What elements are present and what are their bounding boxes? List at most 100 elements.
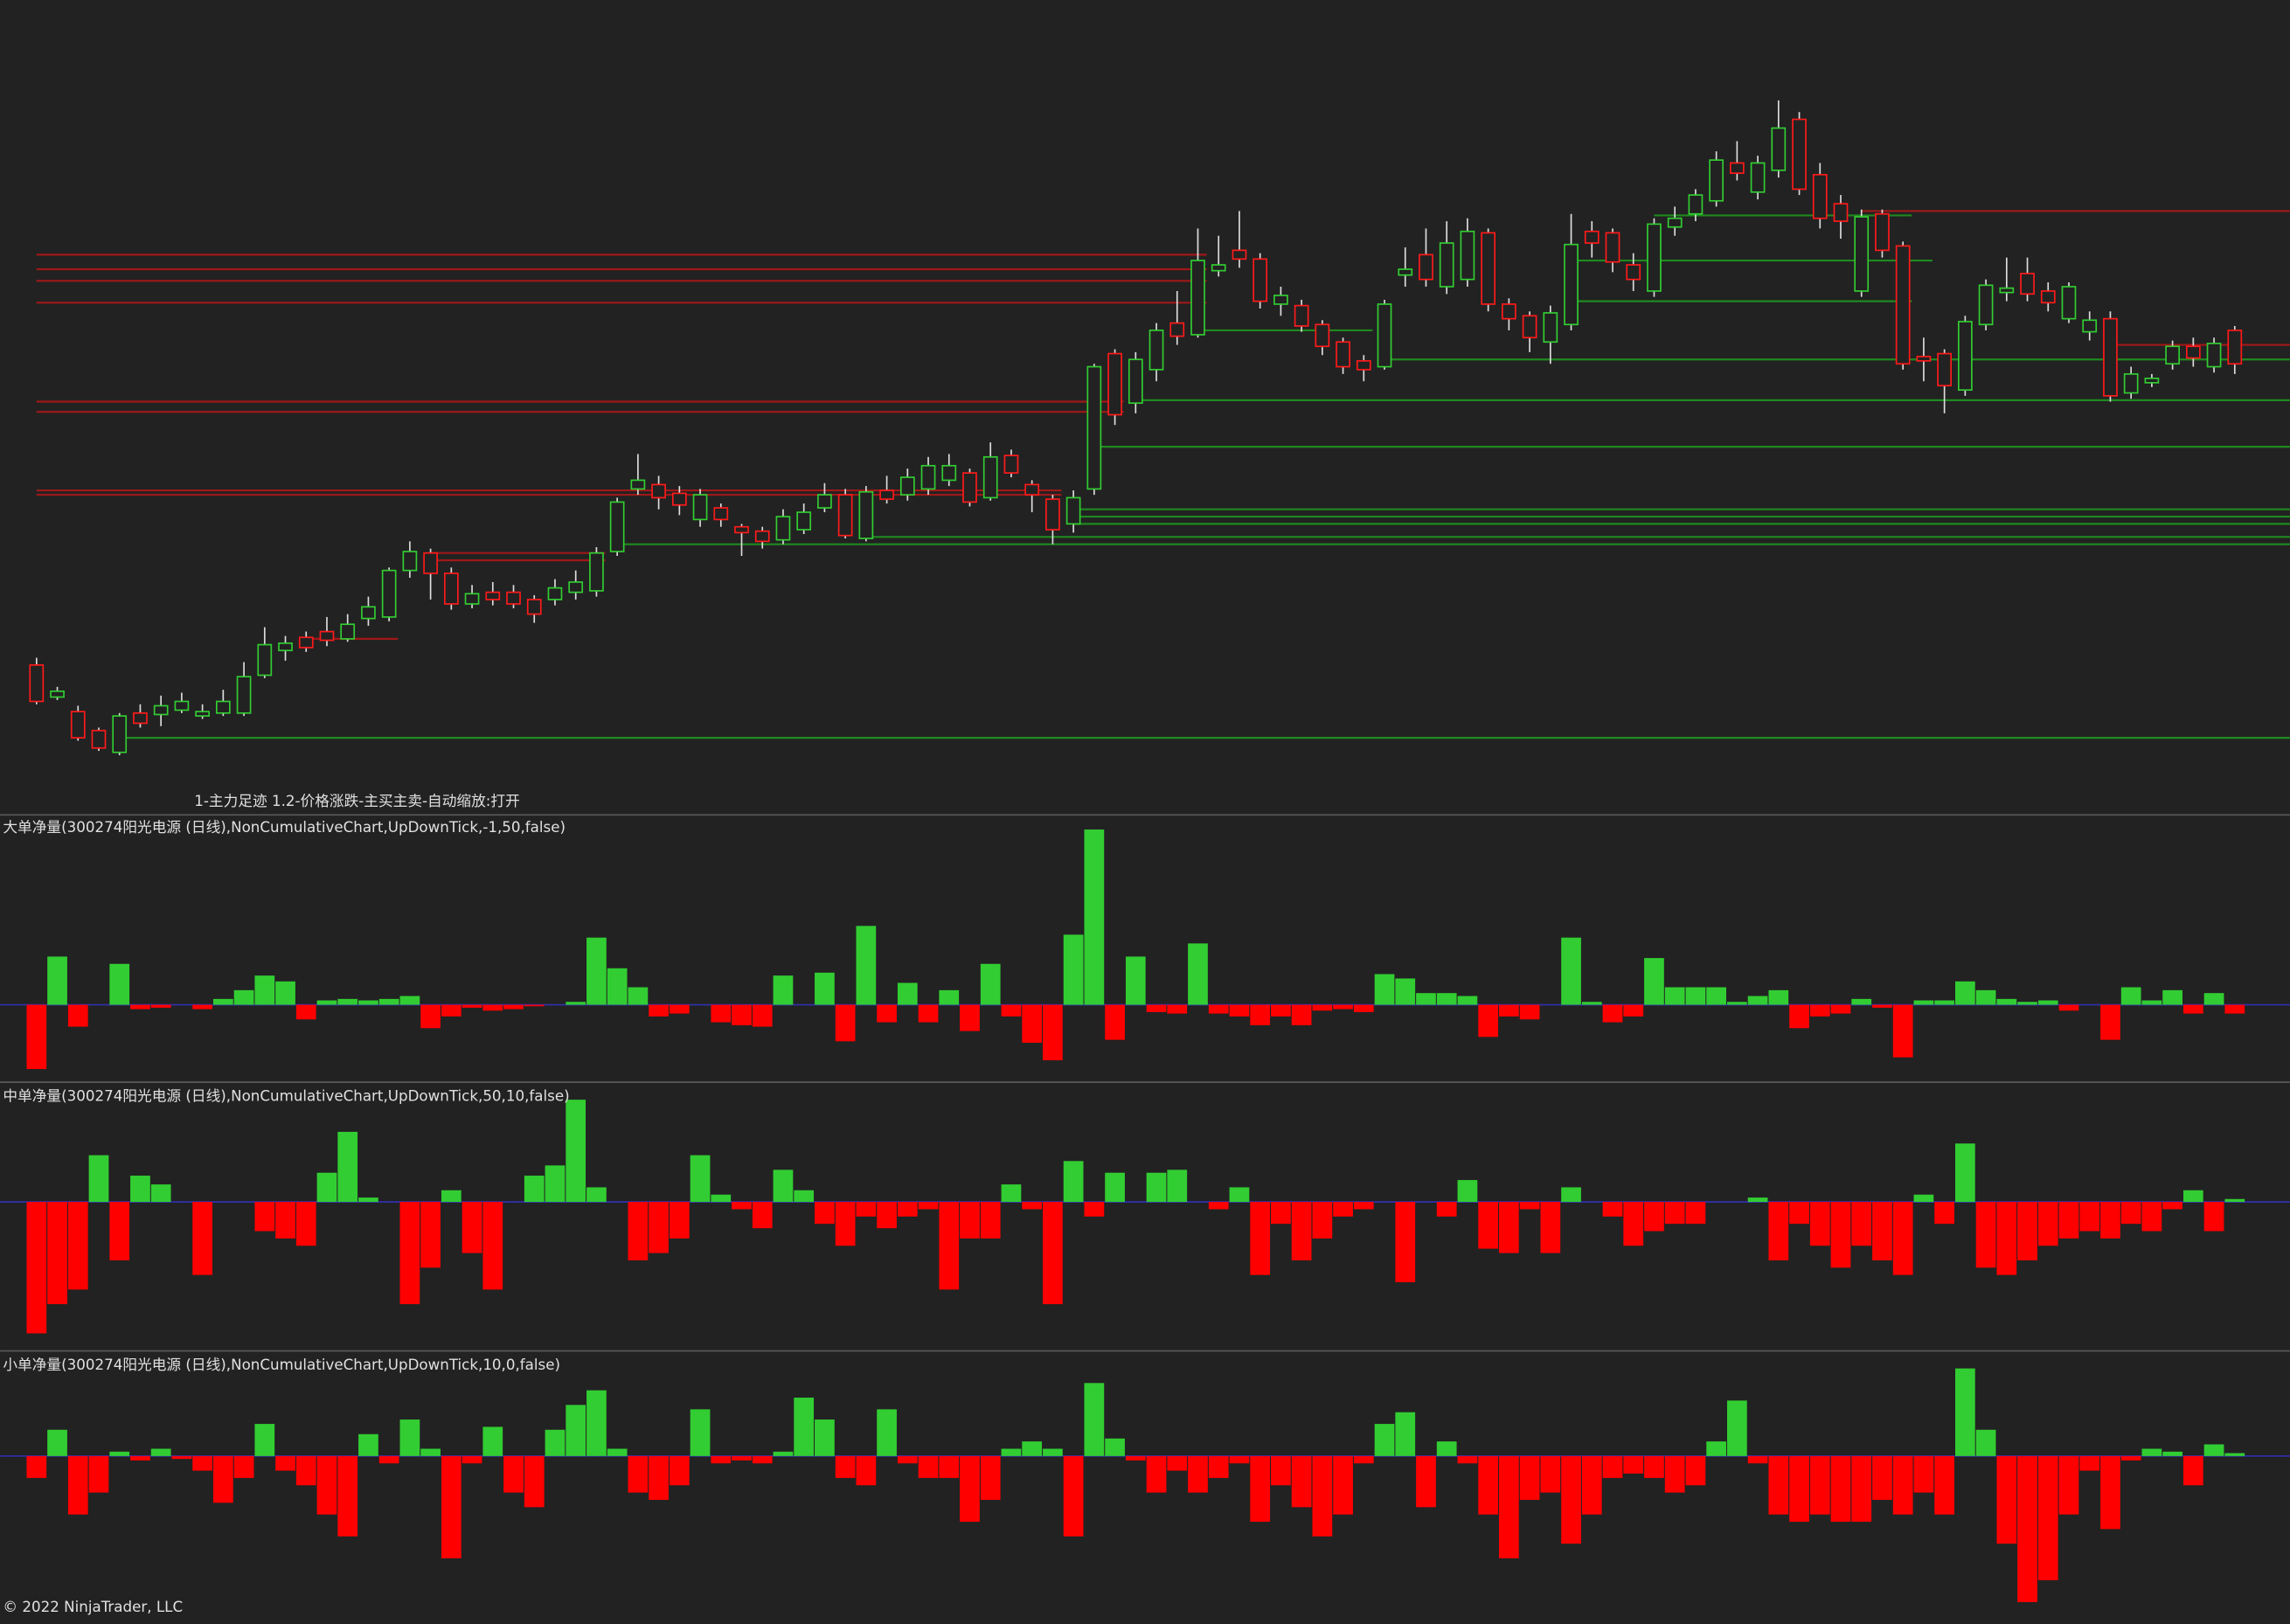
histogram-bar: [1333, 1202, 1353, 1217]
histogram-bar: [2037, 1000, 2058, 1005]
histogram-bar: [109, 1451, 130, 1456]
histogram-bar: [773, 975, 794, 1005]
histogram-bar: [26, 1455, 47, 1478]
candle-body: [464, 593, 480, 605]
histogram-bar: [1457, 996, 1478, 1005]
histogram-bar: [960, 1004, 980, 1031]
candle-body: [2144, 378, 2160, 384]
candle-body: [630, 479, 646, 490]
histogram-bar: [1913, 1455, 1934, 1493]
panel-title: 小单净量(300274阳光电源 (日线),NonCumulativeChart,…: [3, 1356, 560, 1373]
histogram-bar: [316, 1000, 337, 1005]
candle-body: [1419, 253, 1433, 281]
histogram-bar: [649, 1455, 669, 1500]
histogram-bar: [690, 1409, 711, 1456]
candle-body: [941, 464, 957, 482]
histogram-bar: [732, 1455, 752, 1461]
histogram-bar: [566, 1405, 586, 1456]
histogram-bar: [275, 981, 295, 1005]
histogram-bar: [1768, 1202, 1789, 1260]
candle-body: [671, 492, 687, 506]
histogram-bar: [1022, 1202, 1043, 1210]
histogram-bar: [1416, 993, 1436, 1005]
histogram-bar: [980, 963, 1001, 1005]
histogram-bar: [711, 1194, 732, 1203]
histogram-bar: [1250, 1455, 1271, 1523]
histogram-bar: [2224, 1198, 2245, 1203]
histogram-bar: [358, 1433, 378, 1456]
histogram-bar: [732, 1202, 752, 1210]
histogram-bar: [1685, 1202, 1706, 1225]
histogram-bar: [1312, 1202, 1333, 1239]
histogram-bar: [130, 1455, 150, 1461]
histogram-bar: [47, 956, 67, 1005]
histogram-bar: [856, 926, 877, 1005]
histogram-bar: [1913, 1194, 1934, 1203]
histogram-bar: [1996, 1202, 2017, 1275]
histogram-bar: [1830, 1004, 1851, 1014]
histogram-bar: [67, 1004, 88, 1027]
candle-body: [1086, 365, 1102, 490]
histogram-bar: [586, 937, 607, 1005]
histogram-bar: [1457, 1455, 1478, 1464]
candle-body: [278, 642, 293, 652]
candle-body: [982, 455, 998, 499]
histogram-bar: [2037, 1202, 2058, 1246]
candle-body: [2185, 345, 2201, 359]
candle-body: [1315, 323, 1330, 348]
histogram-bar: [1395, 1412, 1416, 1456]
histogram-bar: [669, 1202, 690, 1239]
histogram-bar: [2224, 1453, 2245, 1456]
histogram-bar: [316, 1172, 337, 1203]
candle-body: [1232, 249, 1247, 260]
histogram-bar: [1851, 1202, 1872, 1246]
candle-body: [920, 464, 936, 490]
histogram-bar: [1105, 1438, 1125, 1456]
histogram-bar: [1043, 1004, 1063, 1061]
histogram-bar: [1768, 989, 1789, 1005]
candle-body: [112, 715, 128, 753]
candle-body: [153, 704, 169, 716]
histogram-bar: [960, 1455, 980, 1523]
histogram-bar: [1478, 1004, 1499, 1038]
histogram-bar: [1685, 1455, 1706, 1486]
histogram-bar: [1602, 1004, 1623, 1023]
plot-layer: [0, 100, 2290, 1602]
histogram-bar: [586, 1390, 607, 1456]
candle-body: [2103, 317, 2118, 397]
candle-body: [340, 623, 356, 640]
histogram-bar: [1291, 1202, 1312, 1260]
histogram-bar: [815, 1202, 835, 1225]
histogram-bar: [212, 998, 233, 1005]
histogram-bar: [26, 1202, 47, 1334]
histogram-bar: [2100, 1004, 2120, 1040]
histogram-bar: [337, 1455, 358, 1537]
candle-body: [879, 489, 894, 500]
histogram-bar: [1644, 1455, 1664, 1478]
histogram-bar: [1892, 1004, 1913, 1058]
candle-body: [1211, 264, 1226, 272]
histogram-bar: [1250, 1202, 1271, 1275]
histogram-bar: [1727, 1002, 1747, 1005]
histogram-bar: [2058, 1202, 2079, 1239]
histogram-bar: [1436, 1202, 1457, 1217]
histogram-bar: [1374, 974, 1395, 1005]
histogram-bar: [586, 1187, 607, 1203]
histogram-bar: [233, 989, 254, 1005]
candle-body: [1439, 242, 1454, 288]
histogram-bar: [171, 1455, 192, 1460]
histogram-bar: [1934, 1202, 1954, 1225]
histogram-bar: [482, 1004, 503, 1011]
histogram-bar: [835, 1455, 856, 1478]
histogram-bar: [1975, 1429, 1996, 1456]
histogram-bar: [461, 1004, 482, 1008]
histogram-bar: [1063, 934, 1084, 1005]
histogram-bar: [1001, 1448, 1022, 1456]
histogram-bar: [1125, 1455, 1146, 1461]
histogram-bar: [669, 1004, 690, 1014]
histogram-bar: [752, 1202, 773, 1229]
candle-body: [1065, 496, 1081, 525]
histogram-bar: [649, 1004, 669, 1017]
candle-body: [796, 511, 812, 531]
histogram-bar: [1105, 1172, 1125, 1203]
